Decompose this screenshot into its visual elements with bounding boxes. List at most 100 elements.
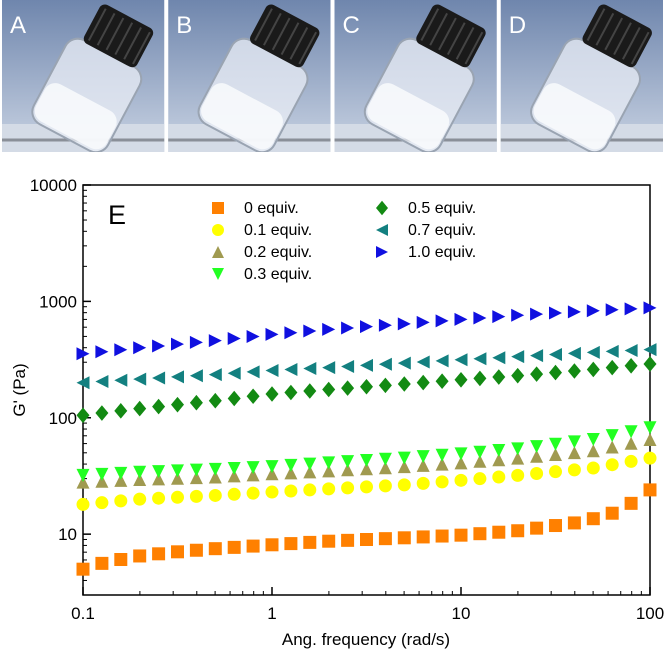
legend-label: 0.3 equiv. (244, 266, 312, 283)
data-point (246, 468, 260, 482)
legend-item: 1.0 equiv. (376, 244, 476, 261)
legend-label: 0.5 equiv. (408, 200, 476, 217)
data-point (605, 359, 619, 376)
data-point (378, 357, 392, 371)
data-point (586, 512, 600, 526)
data-point (435, 475, 449, 489)
vial-icon (31, 4, 154, 152)
plot-frame (82, 184, 651, 596)
data-point (624, 344, 638, 358)
data-point (341, 455, 355, 469)
data-point (227, 461, 241, 475)
data-point (189, 369, 203, 383)
data-point (208, 334, 222, 348)
data-point (284, 384, 298, 401)
data-point (152, 491, 166, 505)
data-point (530, 440, 544, 454)
data-point (133, 400, 147, 417)
data-point (473, 352, 487, 366)
data-point (133, 341, 147, 355)
data-point (643, 433, 657, 447)
data-point (171, 471, 184, 485)
data-point (76, 468, 90, 482)
data-point (265, 538, 279, 552)
series-1-0-equiv (76, 301, 657, 361)
data-point (152, 465, 166, 479)
vial-icon (197, 4, 320, 152)
data-point (567, 446, 581, 460)
data-point (624, 357, 638, 374)
data-point (284, 466, 298, 480)
data-point (360, 320, 373, 334)
series-0-3-equiv (76, 421, 657, 482)
y-axis-title: G' (Pa) (10, 363, 29, 416)
data-point (208, 542, 222, 556)
data-point (454, 312, 468, 326)
vial-photo-c: C (334, 0, 497, 152)
data-point (227, 469, 241, 483)
data-point (212, 246, 224, 258)
data-point (95, 345, 109, 359)
data-point (189, 489, 203, 503)
y-tick-label: 10 (58, 525, 77, 544)
data-point (114, 373, 128, 387)
data-point (227, 487, 241, 501)
data-point (378, 479, 392, 493)
data-point (586, 461, 600, 475)
data-point (376, 200, 388, 216)
data-point (643, 483, 657, 497)
vial-icon (530, 4, 652, 152)
data-point (227, 332, 241, 346)
x-tick-label: 100 (636, 604, 664, 623)
data-point (454, 456, 468, 470)
data-point (95, 375, 109, 389)
data-point (189, 394, 203, 411)
data-point (133, 465, 147, 479)
data-point (492, 351, 506, 365)
data-point (284, 362, 298, 376)
data-point (511, 451, 525, 465)
storage-modulus-chart: 10 100 1000 10000 0.1 1 10 100 0 equiv. 0.1 equ… (10, 176, 664, 649)
data-point (511, 308, 525, 322)
data-point (605, 506, 619, 520)
data-point (454, 447, 468, 461)
data-point (171, 396, 184, 413)
data-point (265, 467, 279, 481)
data-point (133, 472, 147, 486)
data-point (189, 463, 203, 477)
data-point (397, 460, 411, 474)
data-point (435, 457, 449, 471)
series-0-7-equiv (76, 343, 657, 390)
data-point (341, 380, 355, 396)
data-point (360, 378, 373, 395)
data-point (549, 447, 562, 461)
data-point (492, 444, 506, 458)
data-point (643, 451, 657, 465)
data-point (265, 327, 279, 341)
data-point (586, 444, 600, 458)
data-point (341, 463, 355, 477)
data-point (643, 343, 657, 357)
vial-photo-strip: A B C D (2, 0, 663, 152)
y-tick-label: 10000 (30, 176, 77, 195)
data-point (567, 435, 581, 449)
data-point (416, 374, 430, 391)
data-point (549, 519, 562, 533)
legend: 0 equiv. 0.1 equiv. 0.2 equiv. 0.3 equiv. 0.… (212, 200, 476, 283)
data-point (567, 305, 581, 319)
legend-item: 0.2 equiv. (212, 244, 312, 261)
data-point (435, 529, 449, 543)
data-point (189, 335, 203, 349)
data-point (567, 363, 581, 379)
data-point (76, 376, 90, 390)
data-point (378, 377, 392, 394)
legend-label: 0 equiv. (244, 200, 299, 217)
data-point (246, 388, 260, 405)
data-point (378, 532, 392, 546)
data-point (473, 454, 487, 468)
legend-label: 0.7 equiv. (408, 222, 476, 239)
data-series (76, 301, 657, 576)
data-point (152, 339, 166, 353)
data-point (265, 485, 279, 499)
data-point (397, 531, 411, 545)
